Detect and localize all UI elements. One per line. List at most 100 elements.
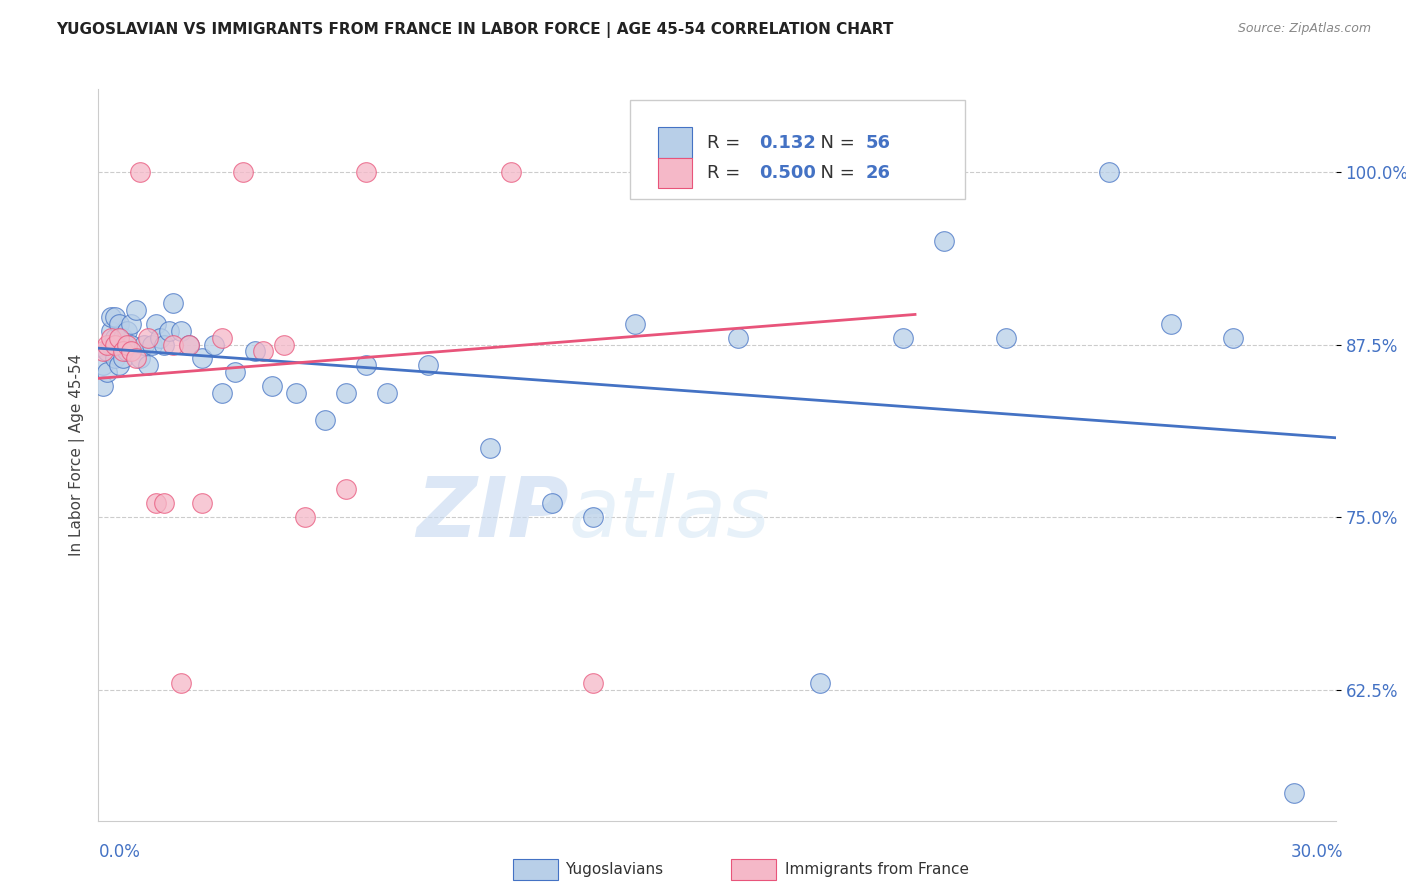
Point — [582, 675, 605, 690]
Point — [294, 510, 316, 524]
Text: 56: 56 — [866, 134, 890, 152]
Point — [243, 344, 266, 359]
Point — [91, 344, 114, 359]
Text: Immigrants from France: Immigrants from France — [785, 863, 969, 877]
Text: N =: N = — [808, 164, 860, 182]
Point — [96, 337, 118, 351]
Point — [582, 510, 605, 524]
Point — [100, 324, 122, 338]
Text: YUGOSLAVIAN VS IMMIGRANTS FROM FRANCE IN LABOR FORCE | AGE 45-54 CORRELATION CHA: YUGOSLAVIAN VS IMMIGRANTS FROM FRANCE IN… — [56, 22, 894, 38]
Text: 0.132: 0.132 — [759, 134, 815, 152]
Point — [224, 365, 246, 379]
Point — [211, 330, 233, 344]
Point — [179, 337, 201, 351]
Point — [252, 344, 274, 359]
Point — [120, 337, 142, 351]
Point — [100, 310, 122, 324]
Point — [808, 675, 831, 690]
Text: 0.500: 0.500 — [759, 164, 815, 182]
Point — [232, 165, 254, 179]
Point — [117, 324, 139, 338]
Point — [91, 358, 114, 372]
Text: R =: R = — [707, 164, 752, 182]
Y-axis label: In Labor Force | Age 45-54: In Labor Force | Age 45-54 — [69, 354, 84, 556]
Point — [162, 337, 184, 351]
Point — [112, 344, 135, 359]
FancyBboxPatch shape — [658, 128, 692, 158]
Point — [202, 337, 225, 351]
Point — [117, 337, 139, 351]
Point — [100, 330, 122, 344]
Text: Yugoslavians: Yugoslavians — [565, 863, 664, 877]
Point — [375, 385, 398, 400]
Text: 0.0%: 0.0% — [98, 843, 141, 861]
Point — [91, 379, 114, 393]
FancyBboxPatch shape — [630, 100, 965, 199]
Point — [335, 385, 357, 400]
Point — [190, 351, 212, 366]
Point — [149, 330, 172, 344]
Point — [727, 330, 749, 344]
Point — [994, 330, 1017, 344]
Point — [124, 303, 146, 318]
Point — [356, 165, 378, 179]
Point — [623, 317, 645, 331]
Point — [162, 296, 184, 310]
Point — [1284, 786, 1306, 800]
Point — [153, 496, 176, 510]
Text: 26: 26 — [866, 164, 890, 182]
Point — [335, 483, 357, 497]
Point — [108, 337, 131, 351]
Point — [128, 165, 150, 179]
Point — [96, 365, 118, 379]
Point — [104, 337, 127, 351]
Text: atlas: atlas — [568, 473, 770, 554]
Point — [418, 358, 440, 372]
Point — [891, 330, 914, 344]
Point — [541, 496, 564, 510]
Point — [132, 337, 155, 351]
Point — [108, 330, 131, 344]
Point — [260, 379, 283, 393]
Text: N =: N = — [808, 134, 860, 152]
Point — [104, 351, 127, 366]
Point — [356, 358, 378, 372]
Point — [314, 413, 336, 427]
Point — [104, 330, 127, 344]
Point — [100, 337, 122, 351]
Point — [479, 441, 502, 455]
Point — [157, 324, 180, 338]
FancyBboxPatch shape — [658, 158, 692, 188]
Text: Source: ZipAtlas.com: Source: ZipAtlas.com — [1237, 22, 1371, 36]
Point — [932, 234, 955, 248]
Point — [179, 337, 201, 351]
Point — [124, 351, 146, 366]
Point — [1160, 317, 1182, 331]
Point — [211, 385, 233, 400]
Point — [273, 337, 295, 351]
Point — [136, 358, 159, 372]
Point — [136, 330, 159, 344]
Point — [117, 344, 139, 359]
Point — [1222, 330, 1244, 344]
Point — [1098, 165, 1121, 179]
Point — [170, 324, 193, 338]
Point — [190, 496, 212, 510]
Point — [285, 385, 308, 400]
Point — [96, 344, 118, 359]
Point — [145, 496, 167, 510]
Point — [145, 317, 167, 331]
Point — [499, 165, 522, 179]
Point — [108, 358, 131, 372]
Point — [128, 351, 150, 366]
Text: 30.0%: 30.0% — [1291, 843, 1343, 861]
Point — [120, 317, 142, 331]
Point — [108, 317, 131, 331]
Point — [112, 330, 135, 344]
Text: ZIP: ZIP — [416, 473, 568, 554]
Text: R =: R = — [707, 134, 752, 152]
Point — [104, 310, 127, 324]
Point — [112, 351, 135, 366]
Point — [830, 165, 852, 179]
Point — [170, 675, 193, 690]
